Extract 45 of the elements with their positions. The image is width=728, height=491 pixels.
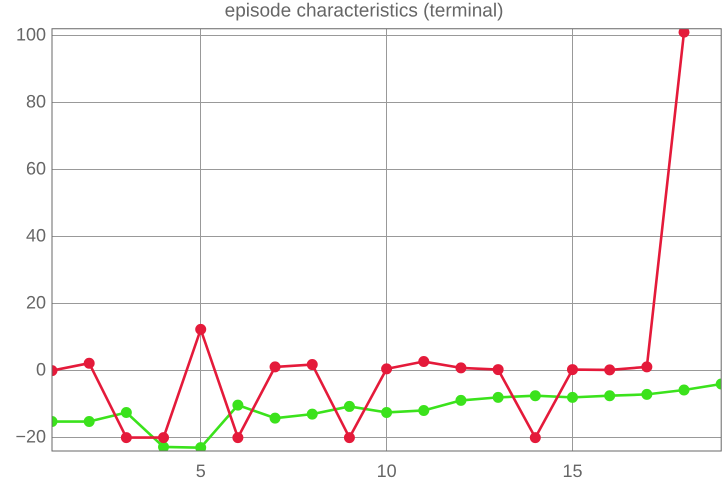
point — [344, 400, 355, 412]
point — [381, 406, 392, 418]
point — [604, 390, 616, 402]
point — [84, 416, 95, 428]
y-tick-label: −20 — [15, 426, 46, 447]
point — [641, 361, 652, 372]
point — [530, 390, 541, 402]
point — [270, 412, 281, 424]
y-tick-label: 60 — [26, 158, 46, 178]
y-tick-label: 100 — [16, 24, 46, 44]
point — [158, 432, 170, 444]
point — [566, 392, 578, 403]
chart-title: episode characteristics (terminal) — [224, 0, 504, 22]
point — [158, 441, 170, 451]
point — [84, 358, 95, 369]
point — [381, 363, 392, 374]
point — [641, 388, 652, 400]
point — [195, 442, 206, 451]
point — [455, 394, 466, 406]
point — [530, 432, 541, 444]
point — [344, 432, 355, 444]
y-tick-label: 40 — [26, 226, 46, 246]
point — [195, 324, 206, 335]
point — [455, 362, 466, 374]
y-tick-label: 0 — [36, 360, 46, 380]
point — [678, 384, 690, 396]
point — [306, 359, 318, 370]
point — [492, 364, 504, 376]
point — [120, 406, 132, 418]
point — [604, 364, 616, 376]
point — [418, 356, 430, 368]
point — [306, 408, 318, 420]
point — [232, 432, 244, 444]
point — [418, 404, 430, 416]
x-tick-label: 10 — [376, 460, 397, 481]
point — [678, 28, 690, 38]
y-tick-label: 20 — [26, 292, 46, 313]
y-tick-label: 80 — [26, 91, 46, 112]
point — [566, 364, 578, 376]
point — [232, 400, 244, 411]
point — [270, 361, 281, 372]
x-tick-label: 5 — [196, 460, 206, 481]
point — [492, 392, 504, 403]
point — [120, 432, 132, 444]
x-tick-label: 15 — [562, 460, 583, 481]
